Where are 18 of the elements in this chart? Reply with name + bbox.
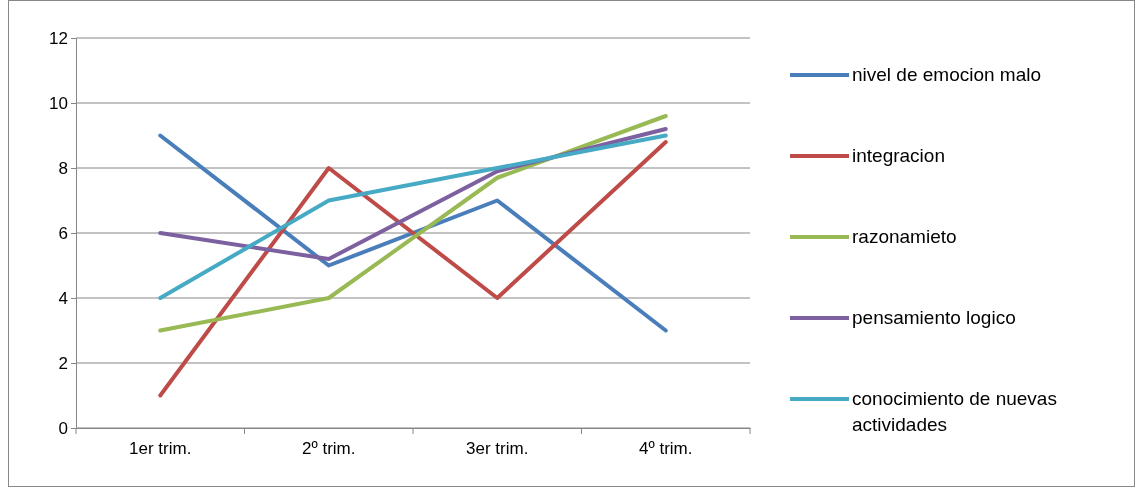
x-tick-label: 4º trim. bbox=[639, 439, 693, 459]
legend-label: nivel de emocion malo bbox=[852, 64, 1042, 85]
x-tick-label: 3er trim. bbox=[466, 439, 529, 459]
x-tick-label: 1er trim. bbox=[129, 439, 192, 459]
y-tick-label: 12 bbox=[49, 28, 68, 48]
legend-label: integracion bbox=[852, 145, 945, 166]
y-tick-label: 10 bbox=[49, 93, 68, 113]
y-tick-label: 2 bbox=[58, 353, 68, 373]
legend-label: razonamieto bbox=[852, 226, 957, 247]
legend-label: conocimiento de nuevas actividades bbox=[852, 388, 1057, 435]
y-tick-label: 4 bbox=[58, 288, 68, 308]
line-series bbox=[158, 140, 668, 398]
y-tick-label: 6 bbox=[58, 223, 68, 243]
line-series bbox=[158, 133, 668, 300]
legend-label: pensamiento logico bbox=[852, 307, 1016, 328]
x-tick-label: 2º trim. bbox=[302, 439, 356, 459]
y-tick-label: 8 bbox=[58, 158, 68, 178]
y-tick-label: 0 bbox=[58, 418, 68, 438]
